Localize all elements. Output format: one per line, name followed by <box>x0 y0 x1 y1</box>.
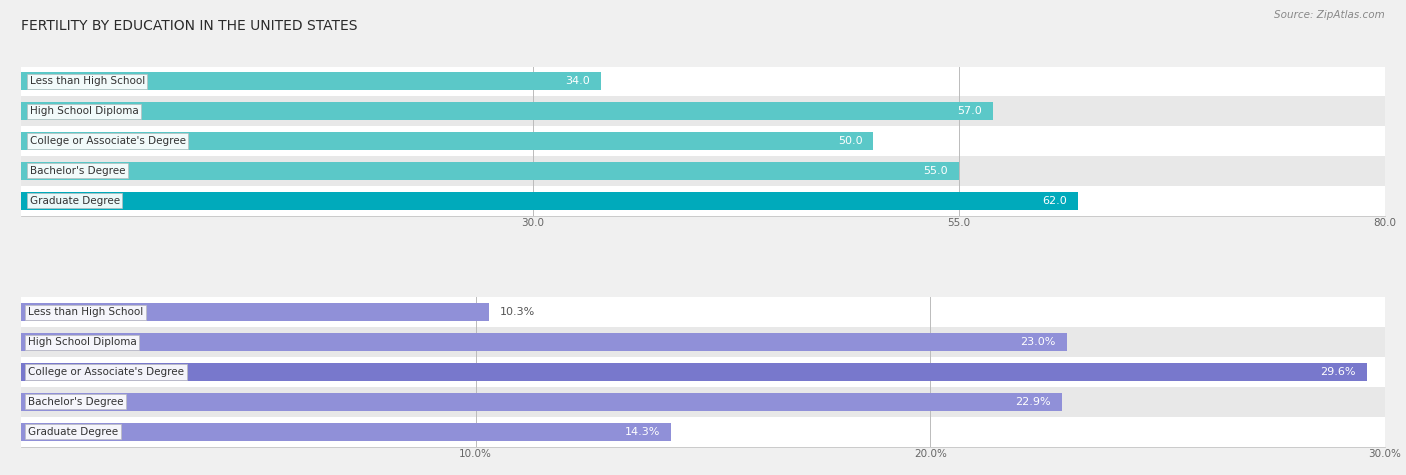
Text: Less than High School: Less than High School <box>28 307 143 317</box>
Bar <box>21 73 600 90</box>
Bar <box>21 96 1385 126</box>
Text: College or Associate's Degree: College or Associate's Degree <box>28 367 184 377</box>
Text: Graduate Degree: Graduate Degree <box>30 196 120 206</box>
Text: 29.6%: 29.6% <box>1320 367 1355 377</box>
Bar <box>21 393 1062 411</box>
Text: 22.9%: 22.9% <box>1015 397 1052 407</box>
Bar <box>21 304 489 321</box>
Bar <box>21 327 1385 357</box>
Text: 34.0: 34.0 <box>565 76 589 86</box>
Bar <box>21 417 1385 446</box>
Text: 62.0: 62.0 <box>1042 196 1067 206</box>
Text: Bachelor's Degree: Bachelor's Degree <box>30 166 125 176</box>
Bar <box>21 357 1385 387</box>
Text: 50.0: 50.0 <box>838 136 862 146</box>
Text: High School Diploma: High School Diploma <box>30 106 138 116</box>
Text: Graduate Degree: Graduate Degree <box>28 427 118 437</box>
Text: 57.0: 57.0 <box>957 106 981 116</box>
Text: FERTILITY BY EDUCATION IN THE UNITED STATES: FERTILITY BY EDUCATION IN THE UNITED STA… <box>21 19 357 33</box>
Bar <box>21 387 1385 417</box>
Bar <box>21 192 1078 209</box>
Text: Bachelor's Degree: Bachelor's Degree <box>28 397 124 407</box>
Bar <box>21 363 1367 381</box>
Bar <box>21 102 993 120</box>
Text: High School Diploma: High School Diploma <box>28 337 136 347</box>
Bar <box>21 162 959 180</box>
Text: 55.0: 55.0 <box>924 166 948 176</box>
Bar <box>21 297 1385 327</box>
Bar <box>21 66 1385 96</box>
Text: College or Associate's Degree: College or Associate's Degree <box>30 136 186 146</box>
Bar <box>21 423 671 440</box>
Bar <box>21 186 1385 216</box>
Text: 10.3%: 10.3% <box>501 307 536 317</box>
Bar <box>21 132 873 150</box>
Text: 23.0%: 23.0% <box>1021 337 1056 347</box>
Bar <box>21 333 1067 351</box>
Bar <box>21 126 1385 156</box>
Text: Less than High School: Less than High School <box>30 76 145 86</box>
Text: Source: ZipAtlas.com: Source: ZipAtlas.com <box>1274 10 1385 19</box>
Text: 14.3%: 14.3% <box>624 427 661 437</box>
Bar <box>21 156 1385 186</box>
